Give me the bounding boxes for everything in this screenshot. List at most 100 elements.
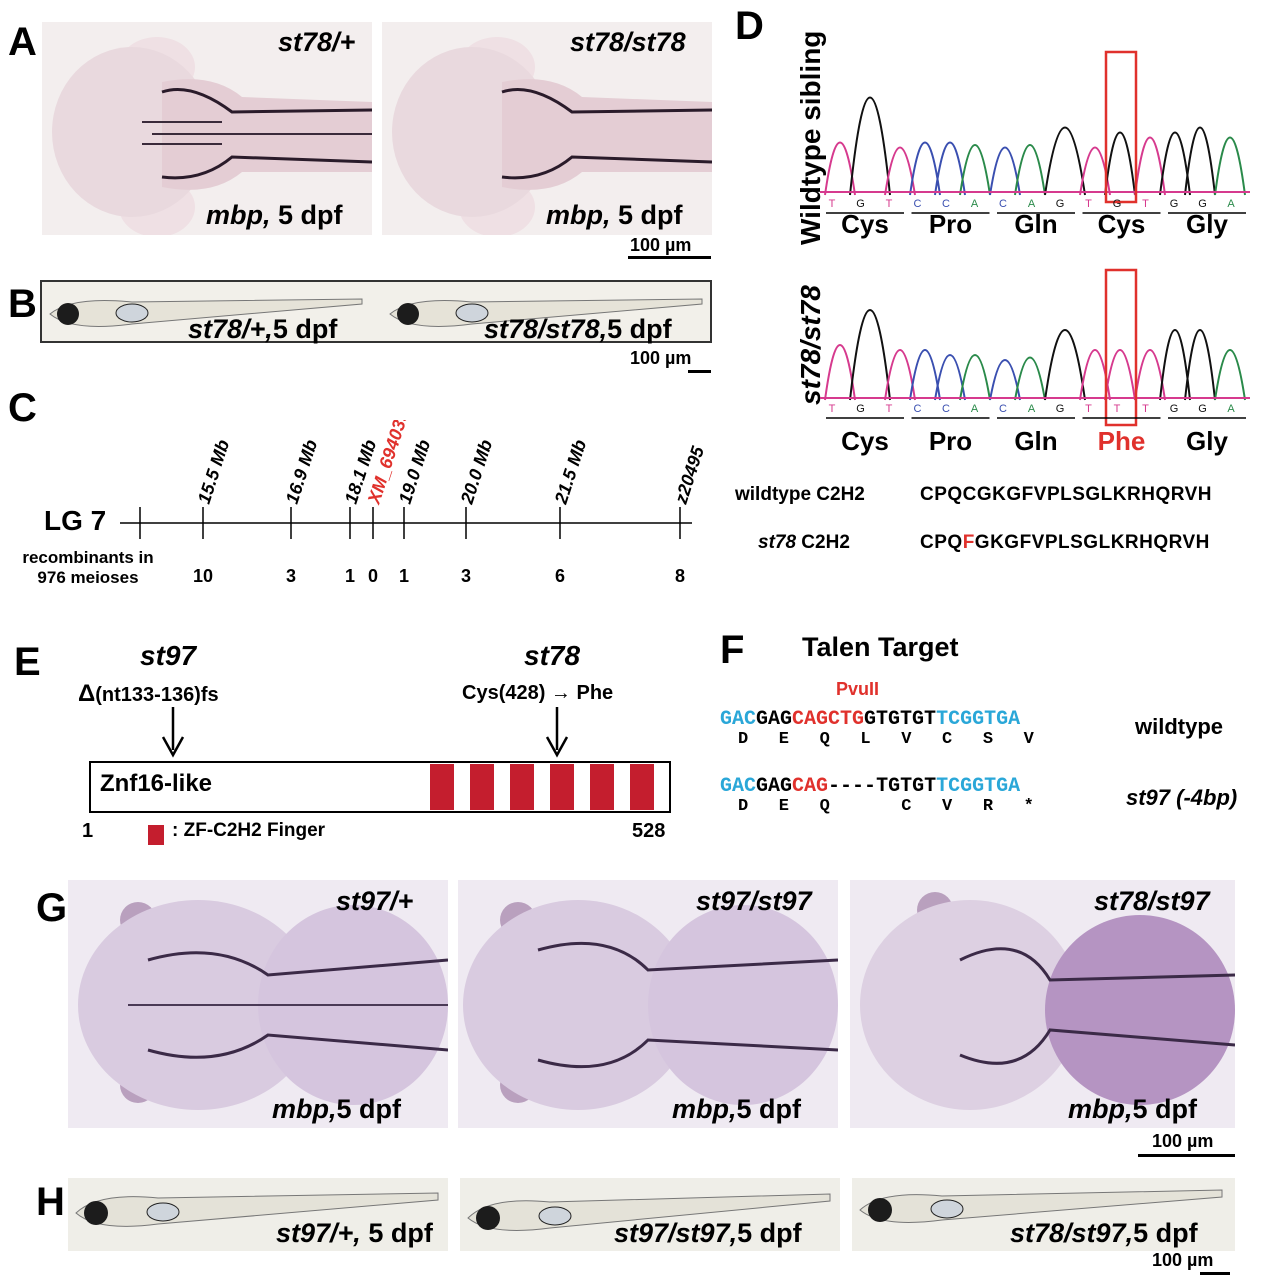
seq-segment: GAG xyxy=(756,775,793,798)
whole-larva-image-st97-hom xyxy=(460,1178,840,1251)
allele-st97-label: st97 xyxy=(140,640,197,671)
stage-text: 5 dpf xyxy=(1133,1218,1198,1248)
recombinant-count: 1 xyxy=(345,566,355,586)
protein-start: 1 xyxy=(82,820,94,842)
recombinants-line-1: recombinants in xyxy=(22,548,154,567)
recombinant-count: 0 xyxy=(368,566,378,586)
genotype-label-g-2: st97/st97 xyxy=(696,886,812,916)
seq-segment: TGTGT xyxy=(876,775,937,798)
base-call: G xyxy=(1170,403,1179,415)
recombinants-line-2: 976 meioses xyxy=(37,568,139,587)
marker-label: z20495 xyxy=(670,443,708,507)
base-call: C xyxy=(914,403,922,415)
scale-bar-a xyxy=(628,256,711,259)
base-call: G xyxy=(1113,198,1122,210)
base-call: G xyxy=(1056,198,1065,210)
scale-text-a: 100 µm xyxy=(630,235,692,255)
base-call: T xyxy=(1085,403,1092,415)
genotype-text: st78/st78, xyxy=(484,314,608,344)
wt-c2h2-sequence: CPQCGKGFVPLSGLKRHQRVH xyxy=(920,484,1213,505)
base-call: T xyxy=(1114,403,1121,415)
seq-segment: GAC xyxy=(720,708,757,731)
talen-title: Talen Target xyxy=(802,632,959,662)
base-call: A xyxy=(1227,403,1235,415)
whole-larva-drawing xyxy=(859,1189,1223,1223)
whole-larva-panel-b xyxy=(40,280,712,343)
seq-part: GKGFVPLSGLKRHQRVH xyxy=(974,532,1210,553)
genotype-text: st97/+, xyxy=(276,1218,361,1248)
probe-name: mbp, xyxy=(546,200,611,230)
larva-head-drawing xyxy=(860,892,1235,1110)
stage-text: 5 dpf xyxy=(607,314,672,344)
scale-bar-g xyxy=(1138,1154,1235,1157)
stage-text: 5 dpf xyxy=(1132,1094,1198,1124)
marker-label: 20.0 Mb xyxy=(456,437,496,507)
scale-bar-h xyxy=(1200,1272,1230,1275)
whole-larva-drawing xyxy=(467,1193,831,1231)
probe-label-a-right: mbp, 5 dpf xyxy=(546,200,683,231)
base-call: C xyxy=(942,198,950,210)
base-call: T xyxy=(886,403,893,415)
wt-aa-sequence: D E Q L V C S V xyxy=(738,730,1034,749)
scale-text-b: 100 µm xyxy=(630,348,692,368)
allele-st97-change: Δ(nt133-136)fs xyxy=(78,680,219,708)
larva-head-image-st97-het xyxy=(68,880,448,1128)
recombinant-count: 6 xyxy=(555,566,565,586)
genotype-label-g-3: st78/st97 xyxy=(1094,886,1210,916)
base-call: T xyxy=(829,198,836,210)
panel-label-f: F xyxy=(720,628,745,672)
delta-symbol: Δ xyxy=(78,680,96,707)
zf-c2h2-block xyxy=(550,764,574,810)
genotype-label-g-1: st97/+ xyxy=(336,886,414,916)
genotype-label-b-right: st78/st78,5 dpf xyxy=(484,314,672,345)
base-call: C xyxy=(914,198,922,210)
larva-head-image-st78-st97 xyxy=(850,880,1235,1128)
domain-text: C2H2 xyxy=(796,532,850,553)
probe-name: mbp, xyxy=(1068,1094,1133,1124)
chromatogram-mutant: T G T C C A C A G T T T G G A Cys Pro Gln Phe Gly xyxy=(820,268,1250,456)
larva-head-image-st78-het xyxy=(42,22,372,235)
base-call: G xyxy=(1056,403,1065,415)
base-call: A xyxy=(971,403,979,415)
allele-st78-label: st78 xyxy=(524,640,581,671)
larva-head-drawing xyxy=(78,900,448,1110)
larva-head-drawing xyxy=(392,37,712,235)
zf-c2h2-block xyxy=(430,764,454,810)
seq-segment: TCGGTGA xyxy=(936,708,1021,731)
stage-text: 5 dpf xyxy=(278,200,343,230)
stage-text: 5 dpf xyxy=(736,1094,802,1124)
zf-c2h2-block xyxy=(590,764,614,810)
stage-text: 5 dpf xyxy=(618,200,683,230)
panel-label-h: H xyxy=(36,1180,65,1224)
legend-swatch xyxy=(148,825,164,845)
seq-segment: CAGCTG xyxy=(792,708,865,731)
genotype-label-b-left: st78/+,5 dpf xyxy=(188,314,337,345)
seq-segment: TCGGTGA xyxy=(936,775,1021,798)
base-call: C xyxy=(942,403,950,415)
codon-aa: Gly xyxy=(1186,426,1228,456)
panel-label-d: D xyxy=(735,4,764,48)
genotype-text: st97/st97, xyxy=(614,1218,738,1248)
panel-label-c: C xyxy=(8,386,37,430)
mutation-highlight-box xyxy=(1104,268,1138,427)
genotype-label-a-right: st78/st78 xyxy=(570,27,686,57)
codon-aa: Cys xyxy=(1098,209,1146,239)
mut-c2h2-label: st78 C2H2 xyxy=(758,532,850,554)
stage-text: 5 dpf xyxy=(336,1094,402,1124)
seq-segment: GAG xyxy=(756,708,793,731)
scale-text-g: 100 µm xyxy=(1152,1131,1214,1151)
larva-head-image-st78-hom xyxy=(382,22,712,235)
recombinants-label: recombinants in 976 meioses xyxy=(8,548,168,588)
seq-part: CPQ xyxy=(920,532,963,553)
base-call: A xyxy=(1028,403,1036,415)
base-call: G xyxy=(1170,198,1179,210)
wt-dna-sequence: GACGAGCAGCTGGTGTGTTCGGTGA xyxy=(720,708,1020,731)
panel-label-g: G xyxy=(36,886,68,930)
recombinant-count: 1 xyxy=(399,566,409,586)
recombinant-count: 8 xyxy=(675,566,685,586)
base-call: A xyxy=(1028,198,1036,210)
scale-bar-b xyxy=(688,370,711,373)
panel-label-b: B xyxy=(8,282,37,326)
panel-label-a: A xyxy=(8,20,37,64)
